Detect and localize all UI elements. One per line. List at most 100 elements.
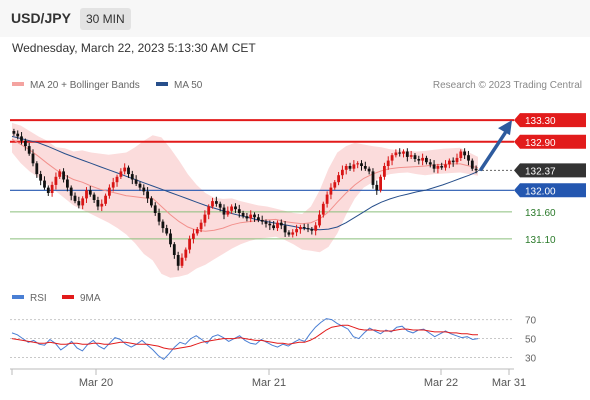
- price-tag-132.37: [514, 163, 586, 178]
- legend-item-rsi-ma: 9MA: [62, 293, 101, 304]
- candle-body: [130, 174, 134, 180]
- candle-body: [31, 153, 35, 164]
- candle-body: [218, 203, 222, 208]
- candle-body: [306, 228, 310, 230]
- candle-body: [62, 171, 65, 180]
- candle-body: [245, 216, 249, 219]
- instrument-symbol: USD/JPY: [11, 10, 71, 26]
- candle-body: [184, 249, 188, 258]
- candle-body: [272, 225, 275, 229]
- candle-body: [104, 195, 107, 204]
- candle-body: [302, 227, 306, 229]
- candle-body: [444, 164, 447, 168]
- candle-body: [54, 176, 58, 185]
- candle-body: [470, 160, 474, 169]
- candle-body: [165, 228, 169, 234]
- candle-body: [402, 151, 405, 154]
- rsi-tick-label-50: 50: [525, 335, 537, 346]
- candle-body: [283, 225, 287, 233]
- candle-body: [260, 220, 264, 222]
- candle-body: [215, 201, 218, 204]
- candle-body: [333, 182, 337, 188]
- ma20-line: [11, 138, 479, 232]
- candle-body: [188, 238, 191, 250]
- candle-body: [153, 205, 157, 213]
- candle-body: [421, 157, 424, 161]
- candle-body: [295, 229, 298, 233]
- price-tag-132.90: [514, 134, 586, 149]
- candle-body: [111, 182, 115, 188]
- candle-body: [264, 221, 268, 224]
- projection-arrow-head: [498, 120, 512, 136]
- candle-body: [241, 213, 245, 217]
- candle-body: [390, 155, 394, 161]
- candle-body: [35, 163, 39, 175]
- timeframe-badge[interactable]: 30 MIN: [80, 8, 131, 30]
- candle-body: [73, 195, 77, 202]
- candle-body: [398, 152, 402, 154]
- candle-body: [138, 183, 142, 188]
- research-credit: Research © 2023 Trading Central: [432, 80, 582, 91]
- candle-body: [172, 244, 176, 255]
- candle-body: [150, 198, 153, 206]
- legend-swatch-rsi-ma: [62, 295, 74, 300]
- candle-body: [455, 157, 459, 163]
- candle-body: [279, 222, 283, 226]
- rsi-ma-line: [11, 324, 478, 350]
- candle-body: [115, 176, 119, 183]
- candle-body: [24, 140, 27, 147]
- legend-item-ma50: MA 50: [156, 80, 202, 91]
- x-tick-label-0: Mar 20: [79, 377, 113, 389]
- candle-body: [383, 166, 386, 177]
- candle-body: [176, 255, 180, 266]
- candle-body: [27, 146, 31, 154]
- rsi-line: [11, 318, 479, 361]
- x-tick-label-2: Mar 22: [424, 377, 458, 389]
- candle-body: [268, 223, 272, 226]
- candle-body: [363, 166, 367, 169]
- candle-body: [142, 187, 146, 192]
- candle-body: [222, 207, 226, 215]
- candle-body: [127, 167, 130, 175]
- candle-body: [69, 187, 73, 196]
- price-tag-label-132.00: 132.00: [525, 186, 556, 197]
- x-tick-label-1: Mar 21: [252, 377, 286, 389]
- candle-body: [367, 168, 371, 172]
- candle-body: [12, 131, 16, 134]
- legend-label-rsi: RSI: [30, 293, 47, 304]
- candle-body: [321, 203, 325, 215]
- candle-body: [352, 164, 356, 169]
- candle-body: [405, 151, 409, 157]
- legend-swatch-rsi: [12, 295, 24, 300]
- candle-body: [92, 194, 96, 200]
- candle-body: [467, 155, 470, 161]
- candle-body: [291, 232, 295, 235]
- candle-body: [344, 166, 348, 170]
- candle-body: [46, 187, 50, 193]
- candle-body: [157, 213, 161, 222]
- candle-body: [440, 166, 444, 168]
- candle-body: [253, 214, 256, 218]
- candle-body: [20, 136, 23, 141]
- candle-body: [192, 233, 195, 239]
- price-tag-132.00: [514, 183, 586, 198]
- candle-body: [463, 151, 466, 156]
- candle-body: [85, 190, 88, 199]
- candle-body: [119, 171, 123, 177]
- price-tag-label-133.30: 133.30: [525, 116, 556, 127]
- candle-body: [287, 232, 291, 235]
- candle-body: [314, 225, 318, 231]
- candle-body: [318, 214, 321, 226]
- candle-body: [207, 206, 211, 215]
- candle-body: [337, 175, 340, 183]
- candle-body: [108, 187, 111, 196]
- candle-body: [356, 163, 360, 165]
- candle-body: [448, 160, 451, 165]
- candle-body: [180, 257, 184, 266]
- candle-body: [459, 151, 463, 158]
- candle-body: [432, 164, 436, 169]
- candle-body: [436, 166, 440, 169]
- level-label-131.60: 131.60: [525, 208, 556, 219]
- price-tag-label-132.90: 132.90: [525, 138, 556, 149]
